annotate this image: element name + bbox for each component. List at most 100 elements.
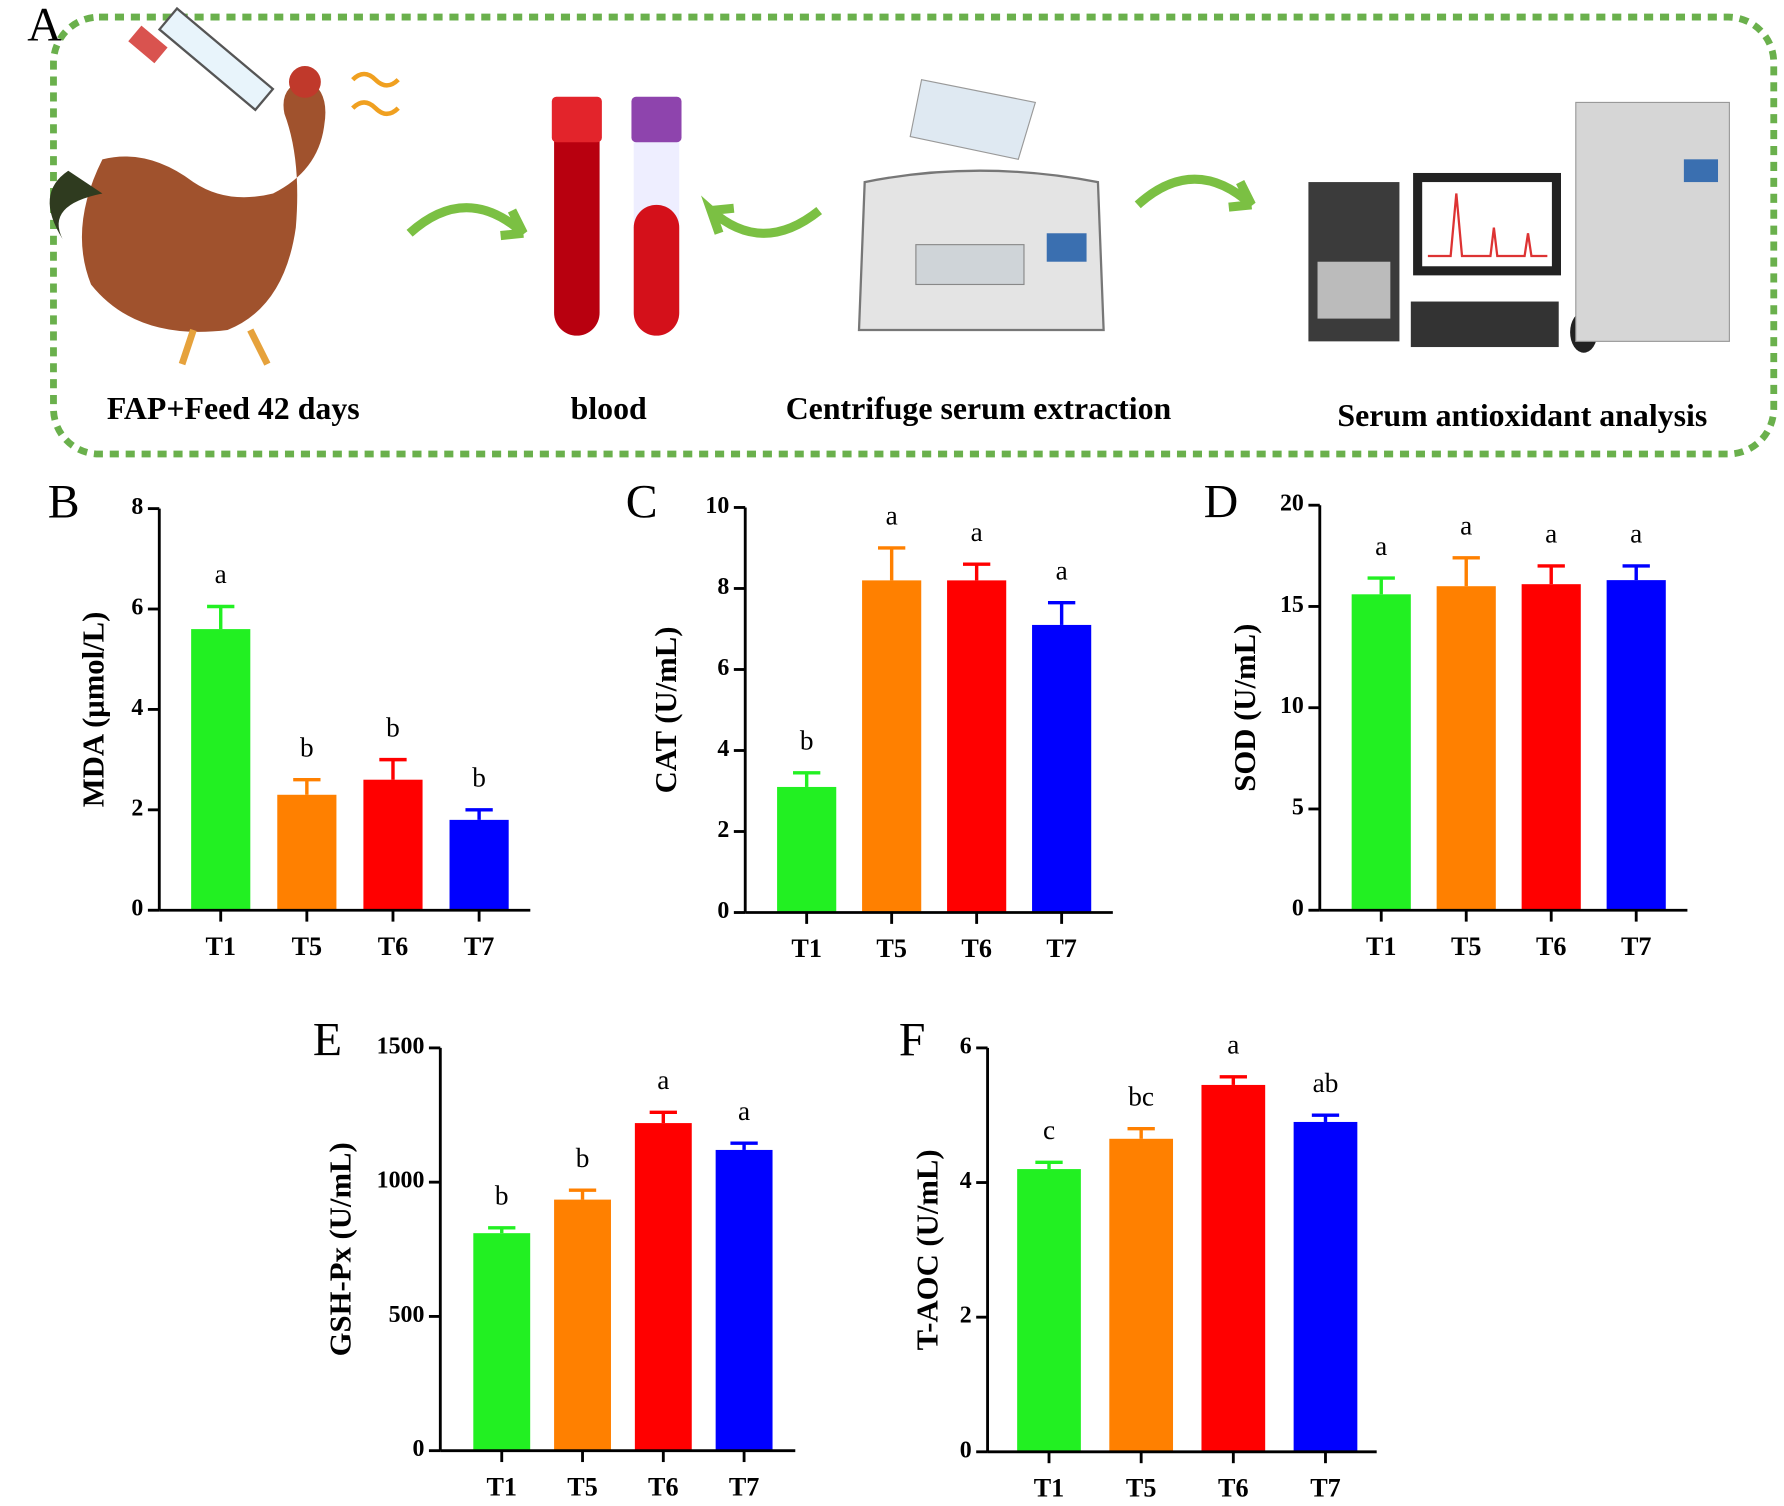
significance-letter: b: [800, 725, 814, 755]
y-tick-label: 6: [717, 655, 729, 681]
y-axis-label: MDA (μmol/L): [77, 612, 111, 808]
step-label: blood: [571, 391, 647, 426]
panel-label: C: [626, 475, 658, 528]
significance-letter: b: [472, 763, 486, 793]
chart: F T-AOC (U/mL) 0 2 4 6 c T1 bc T5 a T6 ab T7: [899, 1013, 1377, 1502]
x-tick-label: T5: [1451, 932, 1482, 961]
panel-a: A: [27, 0, 1778, 458]
frame: [50, 13, 1778, 458]
bar: [1293, 1121, 1358, 1452]
bar: [191, 629, 251, 911]
y-tick-label: 4: [960, 1168, 972, 1194]
significance-letter: a: [215, 559, 227, 589]
significance-letter: a: [971, 517, 983, 547]
y-tick-label: 15: [1280, 592, 1304, 618]
arrow: [406, 203, 528, 241]
chart: E GSH-Px (U/mL) 0 500 1000 1500 b T1 b T5 a T6 a T7: [313, 1013, 796, 1501]
x-tick-label: T7: [729, 1472, 760, 1501]
significance-letter: a: [1545, 519, 1557, 549]
bar: [473, 1233, 531, 1451]
y-tick-label: 2: [131, 795, 143, 821]
bar: [1521, 584, 1581, 911]
chart: D SOD (U/mL) 0 5 10 15 20 a T1 a T5 a T6 a T7: [1204, 475, 1688, 961]
y-tick-label: 6: [131, 595, 143, 621]
bar: [777, 786, 837, 913]
x-tick-label: T5: [292, 932, 323, 961]
bar: [1017, 1169, 1081, 1452]
bar: [449, 819, 509, 911]
x-tick-label: T5: [876, 934, 907, 963]
bar: [1436, 586, 1496, 911]
chart: C CAT (U/mL) 0 2 4 6 8 10 b T1 a T5 a T6 a T7: [626, 475, 1113, 963]
y-tick-label: 0: [717, 898, 729, 924]
significance-letter: a: [1056, 555, 1068, 585]
y-tick-label: 2: [960, 1303, 972, 1329]
x-tick-label: T5: [1126, 1473, 1157, 1502]
y-axis-label: CAT (U/mL): [649, 627, 683, 794]
y-axis-label: GSH-Px (U/mL): [324, 1142, 358, 1356]
x-tick-label: T7: [1046, 934, 1077, 963]
significance-letter: a: [1630, 519, 1642, 549]
y-axis-label: T-AOC (U/mL): [911, 1149, 945, 1350]
significance-letter: a: [1375, 531, 1387, 561]
significance-letter: a: [657, 1065, 669, 1095]
y-tick-label: 20: [1280, 491, 1304, 517]
x-tick-label: T7: [1621, 932, 1652, 961]
panel-label: F: [899, 1013, 926, 1066]
panel-label: B: [48, 475, 80, 528]
panel-label: A: [27, 0, 62, 52]
x-tick-label: T1: [205, 932, 236, 961]
step-label: FAP+Feed 42 days: [107, 391, 360, 426]
y-tick-label: 0: [131, 896, 143, 922]
significance-letter: ab: [1313, 1068, 1339, 1098]
blood-tubes: [551, 96, 682, 336]
x-tick-label: T1: [1034, 1473, 1065, 1502]
y-tick-label: 0: [412, 1436, 424, 1462]
significance-letter: a: [738, 1096, 750, 1126]
x-tick-label: T5: [567, 1472, 598, 1501]
y-tick-label: 500: [389, 1302, 425, 1328]
bar: [634, 1123, 692, 1451]
y-tick-label: 0: [1292, 896, 1304, 922]
bar: [862, 580, 922, 913]
x-tick-label: T7: [1310, 1473, 1341, 1502]
bar: [1351, 594, 1411, 911]
bar: [1032, 624, 1092, 913]
x-tick-label: T1: [791, 934, 822, 963]
significance-letter: b: [576, 1143, 590, 1173]
x-tick-label: T6: [1536, 932, 1567, 961]
y-tick-label: 5: [1292, 794, 1304, 820]
x-tick-label: T7: [464, 932, 495, 961]
y-tick-label: 8: [717, 574, 729, 600]
y-tick-label: 1000: [377, 1168, 425, 1194]
x-tick-label: T6: [648, 1472, 679, 1501]
step-label: Serum antioxidant analysis: [1337, 398, 1707, 433]
significance-letter: a: [1227, 1030, 1239, 1060]
bar: [554, 1199, 611, 1451]
bar: [1201, 1084, 1266, 1452]
y-tick-label: 2: [717, 817, 729, 843]
y-tick-label: 1500: [377, 1033, 425, 1059]
x-tick-label: T6: [378, 932, 409, 961]
arrow: [701, 195, 823, 238]
significance-letter: a: [1460, 511, 1472, 541]
step-label: Centrifuge serum extraction: [786, 391, 1172, 426]
analyzer-illustration: [1308, 101, 1730, 353]
y-tick-label: 4: [131, 695, 143, 721]
chart: B MDA (μmol/L) 0 2 4 6 8 a T1 b T5 b T6 b T7: [48, 475, 531, 961]
centrifuge-illustration: [857, 79, 1105, 332]
x-tick-label: T1: [486, 1472, 517, 1501]
y-tick-label: 8: [131, 494, 143, 520]
y-tick-label: 10: [705, 493, 729, 519]
y-tick-label: 6: [960, 1033, 972, 1059]
x-tick-label: T6: [961, 934, 992, 963]
arrow: [1134, 174, 1256, 212]
rooster-illustration: [49, 6, 400, 366]
x-tick-label: T6: [1218, 1473, 1249, 1502]
bar: [715, 1149, 773, 1451]
panel-label: D: [1204, 475, 1239, 528]
significance-letter: b: [386, 712, 400, 742]
y-tick-label: 0: [960, 1437, 972, 1463]
bar: [363, 779, 423, 911]
